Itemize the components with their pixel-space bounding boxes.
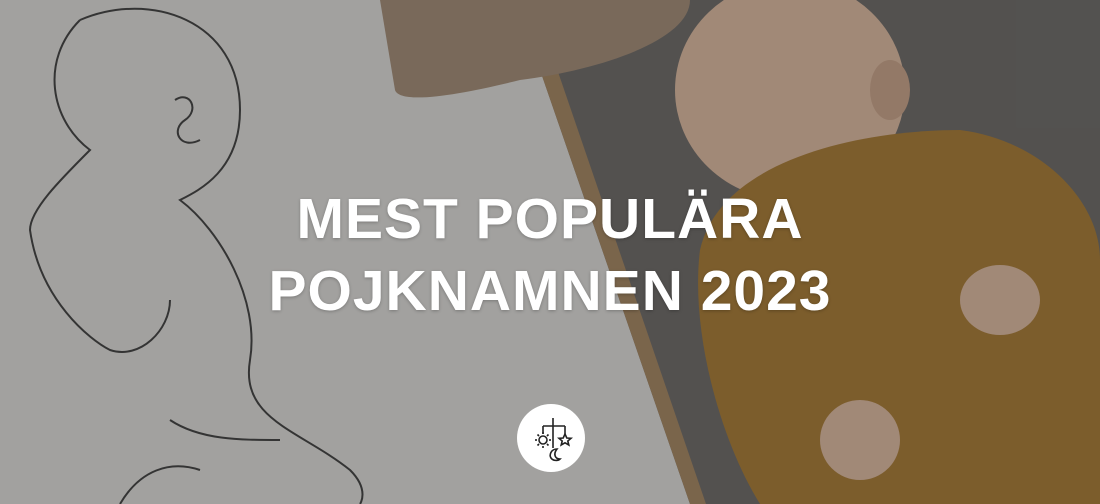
- brand-logo[interactable]: [517, 404, 585, 472]
- page-title: MEST POPULÄRA POJKNAMNEN 2023: [0, 183, 1100, 327]
- baby-mobile-icon: [535, 418, 574, 462]
- title-line-2: POJKNAMNEN 2023: [268, 259, 832, 323]
- title-line-1: MEST POPULÄRA: [296, 187, 804, 251]
